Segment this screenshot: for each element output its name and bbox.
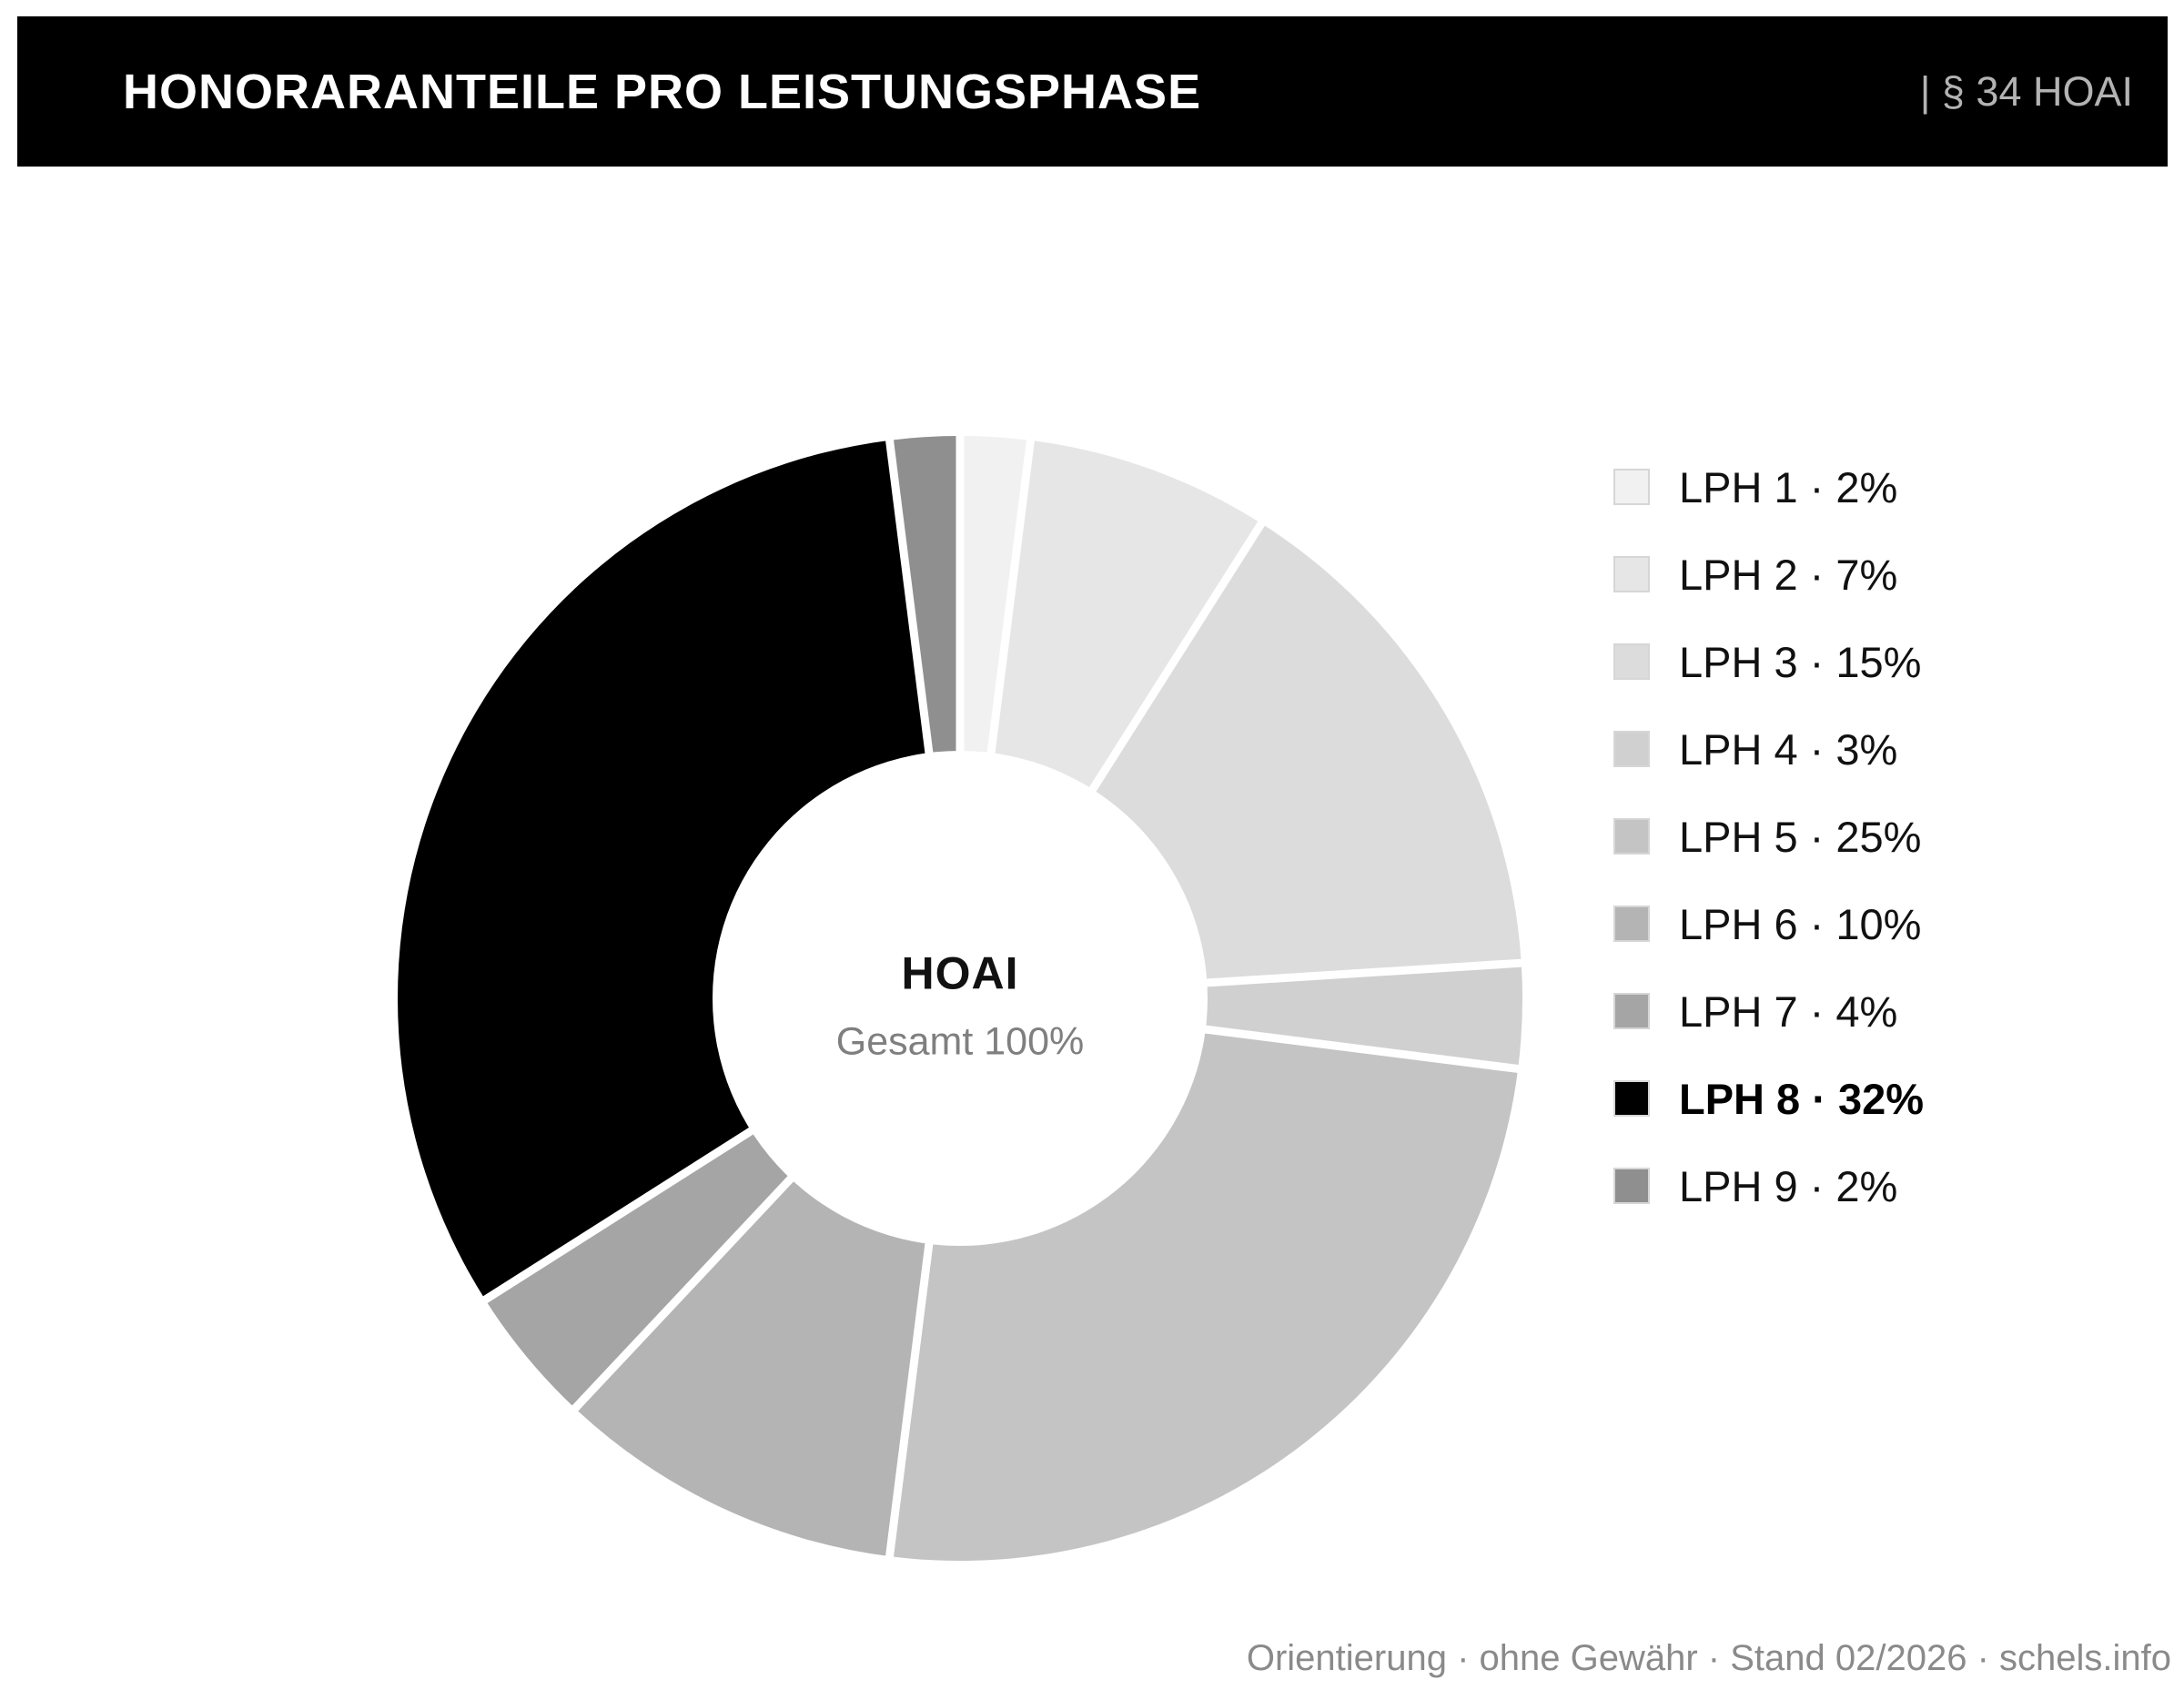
legend-item-lph-6: LPH 6 · 10% <box>1613 880 1924 967</box>
footer-note: Orientierung · ohne Gewähr · Stand 02/20… <box>1246 1638 2171 1678</box>
legend-label: LPH 8 · 32% <box>1679 1074 1925 1123</box>
legend-swatch <box>1613 731 1650 767</box>
legend-item-lph-7: LPH 7 · 4% <box>1613 967 1924 1055</box>
legend-label: LPH 7 · 4% <box>1679 987 1898 1036</box>
legend-item-lph-4: LPH 4 · 3% <box>1613 705 1924 793</box>
legend-swatch <box>1613 906 1650 942</box>
legend-item-lph-9: LPH 9 · 2% <box>1613 1142 1924 1229</box>
legend-label: LPH 2 · 7% <box>1679 550 1898 599</box>
donut-chart <box>398 429 1530 1564</box>
legend-item-lph-3: LPH 3 · 15% <box>1613 618 1924 705</box>
legend-item-lph-5: LPH 5 · 25% <box>1613 793 1924 880</box>
legend-swatch <box>1613 643 1650 680</box>
legend-label: LPH 6 · 10% <box>1679 899 1922 948</box>
donut-hole <box>713 751 1208 1246</box>
header-bar: HONORARANTEILE PRO LEISTUNGSPHASE | § 34… <box>17 16 2168 167</box>
legend: LPH 1 · 2% LPH 2 · 7% LPH 3 · 15% LPH 4 · 3… <box>1613 443 1924 1229</box>
legend-swatch <box>1613 818 1650 855</box>
legend-item-lph-8: LPH 8 · 32% <box>1613 1055 1924 1142</box>
legend-swatch <box>1613 1168 1650 1204</box>
legend-swatch <box>1613 469 1650 505</box>
legend-label: LPH 3 · 15% <box>1679 637 1922 686</box>
legend-label: LPH 4 · 3% <box>1679 724 1898 774</box>
legend-label: LPH 9 · 2% <box>1679 1161 1898 1210</box>
page-title: HONORARANTEILE PRO LEISTUNGSPHASE <box>123 64 1202 119</box>
legend-swatch <box>1613 1080 1650 1117</box>
pie-slice-lph-4 <box>960 963 1523 1069</box>
header-paragraph-label: | § 34 HOAI <box>1919 67 2133 115</box>
legend-label: LPH 5 · 25% <box>1679 812 1922 861</box>
legend-swatch <box>1613 993 1650 1029</box>
legend-swatch <box>1613 556 1650 592</box>
legend-label: LPH 1 · 2% <box>1679 462 1898 511</box>
legend-item-lph-1: LPH 1 · 2% <box>1613 443 1924 531</box>
legend-item-lph-2: LPH 2 · 7% <box>1613 531 1924 618</box>
